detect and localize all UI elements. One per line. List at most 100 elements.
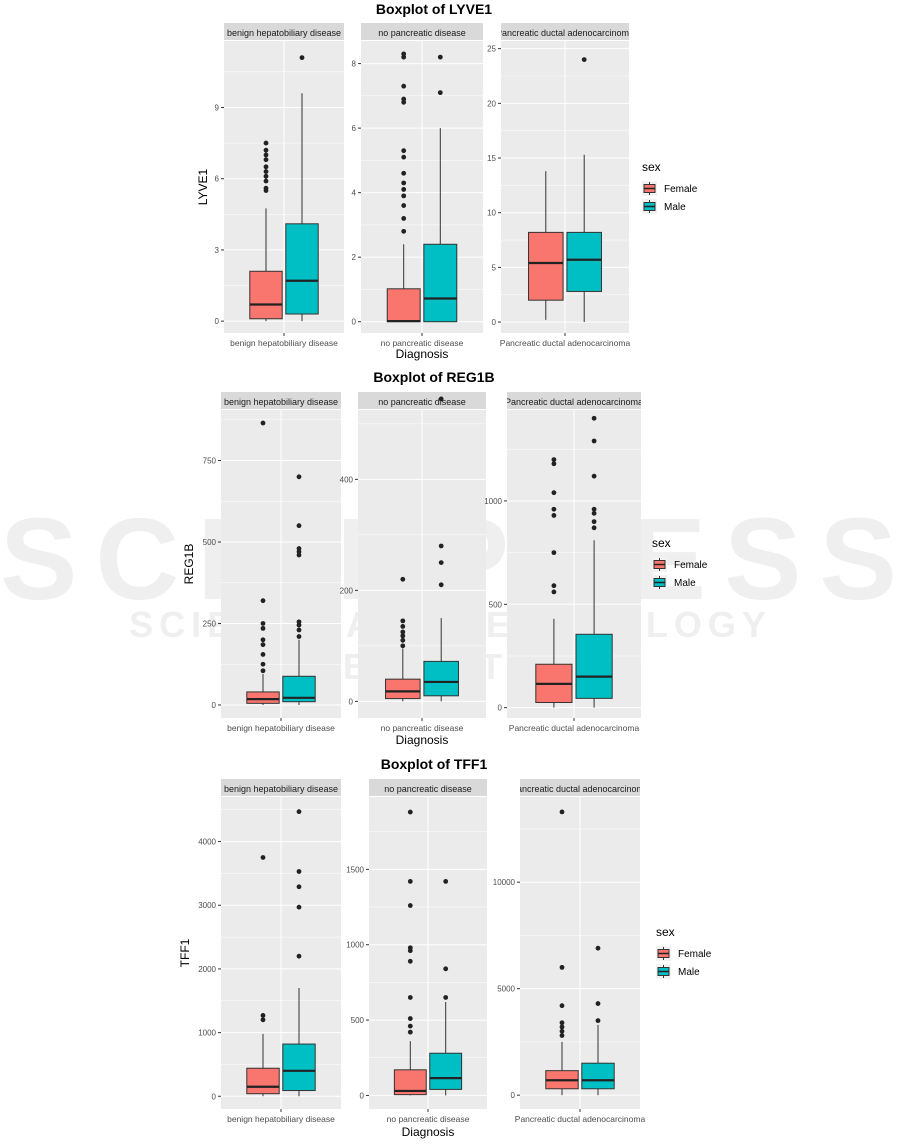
outlier-point (296, 619, 302, 625)
outlier-point (260, 1013, 266, 1018)
outlier-point (263, 140, 269, 146)
x-tick-label: no pancreatic disease (381, 338, 464, 348)
facet-strip-label: benign hepatobiliary disease (224, 784, 338, 794)
y-axis-label: TFF1 (178, 938, 192, 967)
y-tick-label: 25 (487, 45, 496, 54)
outlier-point (438, 560, 444, 566)
outlier-point (595, 945, 601, 951)
outlier-point (551, 457, 557, 463)
facet-strip (520, 779, 640, 796)
y-tick-label: 10 (487, 209, 496, 218)
outlier-point (260, 420, 266, 426)
box-female (393, 809, 427, 1096)
chart-title: Boxplot of LYVE1 (376, 1, 492, 17)
outlier-point (401, 154, 407, 160)
outlier-point (551, 513, 557, 518)
chart-tff1: Boxplot of TFF1 TFF1 Diagnosis benign hepat… (178, 756, 712, 1139)
outlier-point (260, 637, 266, 643)
box-body (566, 231, 602, 292)
outlier-point (438, 396, 444, 402)
chart-title: Boxplot of TFF1 (381, 756, 488, 772)
outlier-point (260, 621, 266, 626)
y-tick-label: 8 (352, 60, 357, 69)
y-tick-label: 750 (203, 457, 217, 466)
y-tick-label: 4000 (198, 838, 216, 847)
outlier-point (400, 629, 406, 635)
y-tick-label: 1000 (198, 1029, 216, 1038)
outlier-point (443, 879, 449, 884)
y-axis-label: LYVE1 (196, 168, 210, 205)
outlier-point (400, 624, 406, 629)
outlier-point (407, 958, 413, 964)
facet-strip-label: Pancreatic ductal adenocarcinoma (511, 784, 649, 794)
box-female (386, 51, 421, 323)
facet-strip (358, 392, 486, 409)
facet-strip (501, 23, 629, 40)
box-female (528, 171, 564, 320)
facet-strip-label: no pancreatic disease (378, 28, 466, 38)
y-tick-label: 4 (352, 189, 357, 198)
outlier-point (299, 55, 305, 61)
outlier-point (260, 652, 266, 657)
y-tick-label: 1500 (346, 865, 364, 874)
outlier-point (296, 809, 302, 815)
outlier-point (260, 625, 266, 631)
outlier-point (407, 809, 413, 815)
facet-strip-label: benign hepatobiliary disease (227, 28, 341, 38)
outlier-point (551, 490, 557, 496)
x-axis-label: Diagnosis (396, 347, 449, 361)
outlier-point (407, 879, 413, 884)
y-tick-label: 250 (203, 619, 217, 628)
outlier-point (401, 83, 407, 89)
facet-strip-label: Pancreatic ductal adenocarcinoma (505, 397, 643, 407)
box-body (285, 223, 319, 315)
outlier-point (438, 582, 444, 588)
legend-title: sex (642, 160, 661, 174)
y-tick-label: 0 (498, 704, 503, 713)
facet-panel: Pancreatic ductal adenocarcinoma 0 500 1000… (484, 392, 643, 733)
outlier-point (296, 523, 302, 529)
outlier-point (581, 57, 587, 62)
y-tick-label: 0 (212, 701, 217, 710)
outlier-point (407, 1016, 413, 1021)
outlier-point (438, 543, 444, 549)
outlier-point (260, 642, 266, 648)
box-body (246, 691, 280, 704)
y-axis-label: REG1B (182, 544, 196, 585)
y-tick-label: 6 (352, 124, 357, 133)
outlier-point (591, 525, 597, 531)
box-body (385, 678, 421, 700)
outlier-point (401, 148, 407, 154)
outlier-point (263, 164, 269, 170)
outlier-point (401, 193, 407, 199)
outlier-point (591, 519, 597, 525)
y-tick-label: 0 (215, 317, 220, 326)
box-body (282, 1043, 316, 1092)
outlier-point (437, 90, 443, 96)
outlier-point (551, 589, 557, 595)
outlier-point (296, 474, 302, 480)
y-tick-label: 3000 (198, 901, 216, 910)
outlier-point (559, 1020, 565, 1026)
outlier-point (559, 964, 565, 970)
outlier-point (263, 178, 269, 184)
outlier-point (296, 546, 302, 551)
outlier-point (407, 903, 413, 908)
outlier-point (551, 550, 557, 556)
facet-strip (221, 392, 341, 409)
legend-label: Female (664, 184, 698, 195)
chart-reg1b: Boxplot of REG1B REG1B Diagnosis benign hep… (182, 369, 708, 747)
y-tick-label: 400 (340, 475, 354, 484)
outlier-point (559, 1003, 565, 1009)
facet-strip (361, 23, 483, 40)
y-tick-label: 0 (212, 1092, 217, 1101)
facet-panel: benign hepatobiliary disease 0 250 500 750 be… (203, 392, 341, 733)
facet-strip-label: no pancreatic disease (384, 784, 472, 794)
box-male (282, 474, 316, 705)
y-tick-label: 500 (489, 600, 503, 609)
legend-title: sex (656, 925, 675, 939)
legend-label: Female (674, 560, 708, 571)
y-tick-label: 500 (203, 538, 217, 547)
outlier-point (296, 953, 302, 959)
